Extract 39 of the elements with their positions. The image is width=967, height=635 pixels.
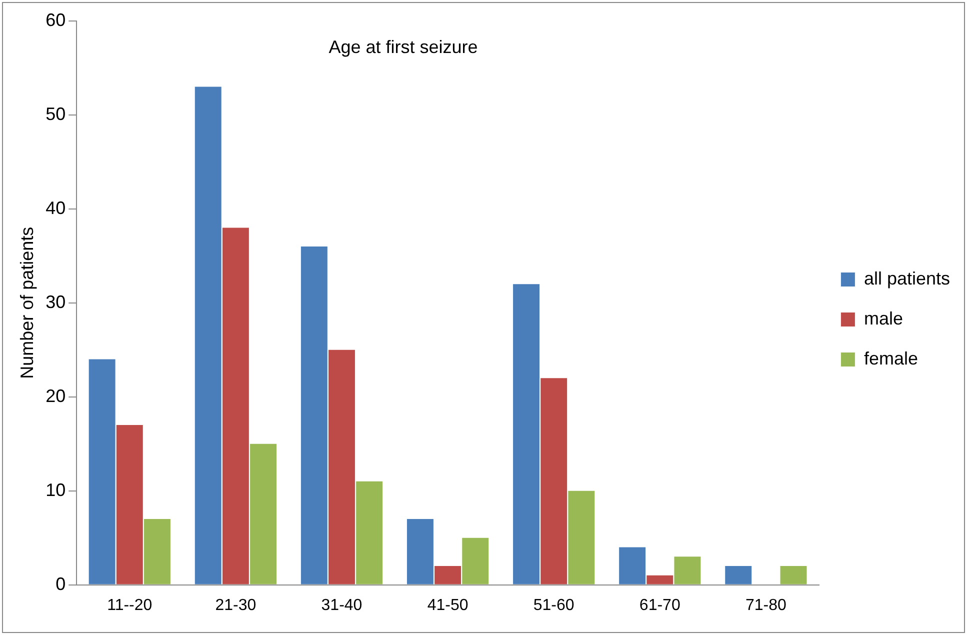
y-tick-label: 50 xyxy=(46,104,66,124)
y-axis-title: Number of patients xyxy=(16,226,37,379)
x-tick-label: 21-30 xyxy=(215,596,256,614)
bar xyxy=(88,359,116,584)
bar xyxy=(356,481,383,584)
bar xyxy=(646,575,674,584)
bar xyxy=(250,444,276,584)
bar xyxy=(300,246,328,584)
bar xyxy=(116,425,143,584)
x-tick-label: 31-40 xyxy=(321,596,362,614)
bar xyxy=(619,547,646,584)
bar xyxy=(725,566,752,584)
bar xyxy=(194,86,222,584)
x-tick-label: 71-80 xyxy=(745,596,786,614)
y-tick-label: 10 xyxy=(46,480,66,500)
bar xyxy=(462,538,489,584)
bar xyxy=(144,519,170,584)
y-tick-label: 60 xyxy=(46,10,66,30)
legend-label: male xyxy=(864,308,903,328)
bar xyxy=(406,519,434,584)
bar xyxy=(540,378,568,584)
x-tick-label: 61-70 xyxy=(639,596,680,614)
legend-label: female xyxy=(864,348,918,368)
bar xyxy=(674,556,701,584)
bar xyxy=(568,490,595,584)
legend-label: all patients xyxy=(864,268,950,288)
x-tick-label: 11--20 xyxy=(107,596,152,614)
text: Age at first seizure xyxy=(328,36,478,57)
bar xyxy=(513,284,540,584)
bar xyxy=(780,566,807,584)
y-tick-label: 30 xyxy=(46,292,66,312)
y-tick-label: 40 xyxy=(46,198,66,218)
bar xyxy=(328,350,355,584)
x-tick-label: 41-50 xyxy=(427,596,468,614)
bar xyxy=(434,566,462,584)
y-tick-label: 20 xyxy=(46,386,66,406)
x-tick-label: 51-60 xyxy=(533,596,574,614)
bar xyxy=(222,228,249,584)
y-tick-label: 0 xyxy=(56,574,66,594)
